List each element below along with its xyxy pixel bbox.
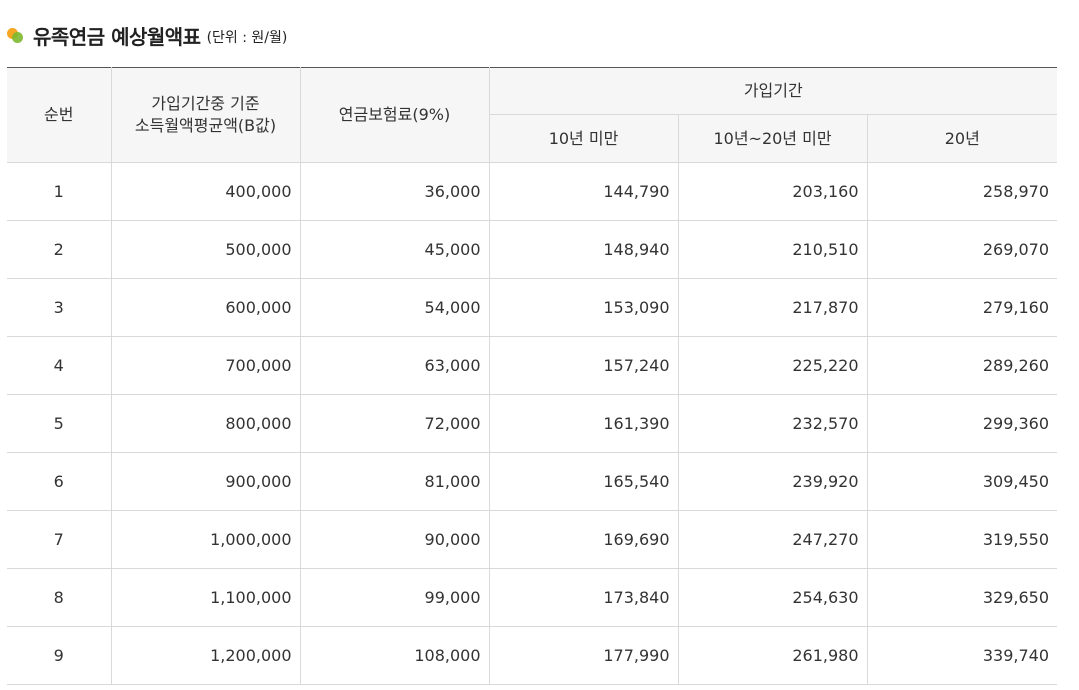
cell-under10: 148,940 bbox=[488, 220, 679, 279]
cell-seq: 7 bbox=[7, 510, 112, 569]
cell-seq: 5 bbox=[7, 394, 112, 453]
pension-table: 순번 가입기간중 기준 소득월액평균액(B값) 연금보험료(9%) 가입기간 1… bbox=[7, 67, 1058, 685]
cell-20: 258,970 bbox=[866, 162, 1058, 221]
cell-income: 900,000 bbox=[110, 452, 301, 511]
cell-under10: 157,240 bbox=[488, 336, 679, 395]
table-body: 1 400,000 36,000 144,790 203,160 258,970 2 500,… bbox=[7, 162, 1058, 685]
cell-income: 700,000 bbox=[110, 336, 301, 395]
cell-20: 299,360 bbox=[866, 394, 1058, 453]
cell-premium: 99,000 bbox=[299, 568, 490, 627]
header-row-bottom: 10년 미만 10년~20년 미만 20년 bbox=[7, 114, 1058, 163]
cell-10to20: 225,220 bbox=[677, 336, 868, 395]
cell-under10: 153,090 bbox=[488, 278, 679, 337]
cell-seq: 6 bbox=[7, 452, 112, 511]
cell-seq: 8 bbox=[7, 568, 112, 627]
col-header-premium: 연금보험료(9%) bbox=[299, 67, 490, 163]
cell-seq: 2 bbox=[7, 220, 112, 279]
table-row: 5 800,000 72,000 161,390 232,570 299,360 bbox=[7, 394, 1058, 453]
cell-under10: 144,790 bbox=[488, 162, 679, 221]
cell-under10: 177,990 bbox=[488, 626, 679, 685]
cell-10to20: 247,270 bbox=[677, 510, 868, 569]
cell-premium: 45,000 bbox=[299, 220, 490, 279]
cell-10to20: 217,870 bbox=[677, 278, 868, 337]
col-header-income-line2: 소득월액평균액(B값) bbox=[134, 116, 277, 135]
unit-label: (단위 : 원/월) bbox=[206, 30, 288, 46]
table-row: 1 400,000 36,000 144,790 203,160 258,970 bbox=[7, 162, 1058, 221]
cell-seq: 3 bbox=[7, 278, 112, 337]
col-header-10to20: 10년~20년 미만 bbox=[677, 114, 868, 163]
bullet-green-dot bbox=[12, 32, 23, 43]
cell-under10: 165,540 bbox=[488, 452, 679, 511]
table-row: 6 900,000 81,000 165,540 239,920 309,450 bbox=[7, 452, 1058, 511]
cell-premium: 90,000 bbox=[299, 510, 490, 569]
table-row: 9 1,200,000 108,000 177,990 261,980 339,740 bbox=[7, 626, 1058, 685]
cell-20: 309,450 bbox=[866, 452, 1058, 511]
cell-under10: 161,390 bbox=[488, 394, 679, 453]
col-header-income: 가입기간중 기준 소득월액평균액(B값) bbox=[110, 67, 301, 163]
cell-20: 339,740 bbox=[866, 626, 1058, 685]
cell-income: 400,000 bbox=[110, 162, 301, 221]
col-header-20: 20년 bbox=[866, 114, 1058, 163]
cell-20: 279,160 bbox=[866, 278, 1058, 337]
table-row: 7 1,000,000 90,000 169,690 247,270 319,550 bbox=[7, 510, 1058, 569]
cell-income: 800,000 bbox=[110, 394, 301, 453]
cell-seq: 9 bbox=[7, 626, 112, 685]
cell-income: 1,000,000 bbox=[110, 510, 301, 569]
col-header-seq: 순번 bbox=[7, 67, 112, 163]
cell-under10: 173,840 bbox=[488, 568, 679, 627]
col-header-under10: 10년 미만 bbox=[489, 114, 679, 163]
table-row: 8 1,100,000 99,000 173,840 254,630 329,650 bbox=[7, 568, 1058, 627]
table-row: 2 500,000 45,000 148,940 210,510 269,070 bbox=[7, 220, 1058, 279]
table-row: 3 600,000 54,000 153,090 217,870 279,160 bbox=[7, 278, 1058, 337]
cell-premium: 36,000 bbox=[299, 162, 490, 221]
table-row: 4 700,000 63,000 157,240 225,220 289,260 bbox=[7, 336, 1058, 395]
title-bullet-icon bbox=[7, 26, 25, 44]
page-header: 유족연금 예상월액표 (단위 : 원/월) bbox=[7, 20, 287, 50]
cell-premium: 63,000 bbox=[299, 336, 490, 395]
cell-premium: 108,000 bbox=[299, 626, 490, 685]
cell-10to20: 210,510 bbox=[677, 220, 868, 279]
cell-premium: 72,000 bbox=[299, 394, 490, 453]
cell-income: 500,000 bbox=[110, 220, 301, 279]
col-header-income-line1: 가입기간중 기준 bbox=[151, 94, 260, 113]
cell-10to20: 261,980 bbox=[677, 626, 868, 685]
cell-10to20: 239,920 bbox=[677, 452, 868, 511]
cell-10to20: 232,570 bbox=[677, 394, 868, 453]
cell-20: 329,650 bbox=[866, 568, 1058, 627]
cell-seq: 4 bbox=[7, 336, 112, 395]
page-title: 유족연금 예상월액표 bbox=[33, 24, 201, 49]
col-header-period-group: 가입기간 bbox=[488, 67, 1058, 115]
header-row-top: 순번 가입기간중 기준 소득월액평균액(B값) 연금보험료(9%) 가입기간 bbox=[7, 67, 1058, 163]
cell-income: 600,000 bbox=[110, 278, 301, 337]
cell-income: 1,100,000 bbox=[110, 568, 301, 627]
cell-premium: 54,000 bbox=[299, 278, 490, 337]
cell-premium: 81,000 bbox=[299, 452, 490, 511]
cell-20: 319,550 bbox=[866, 510, 1058, 569]
cell-under10: 169,690 bbox=[488, 510, 679, 569]
cell-10to20: 203,160 bbox=[677, 162, 868, 221]
cell-seq: 1 bbox=[7, 162, 112, 221]
cell-10to20: 254,630 bbox=[677, 568, 868, 627]
cell-income: 1,200,000 bbox=[110, 626, 301, 685]
cell-20: 289,260 bbox=[866, 336, 1058, 395]
cell-20: 269,070 bbox=[866, 220, 1058, 279]
